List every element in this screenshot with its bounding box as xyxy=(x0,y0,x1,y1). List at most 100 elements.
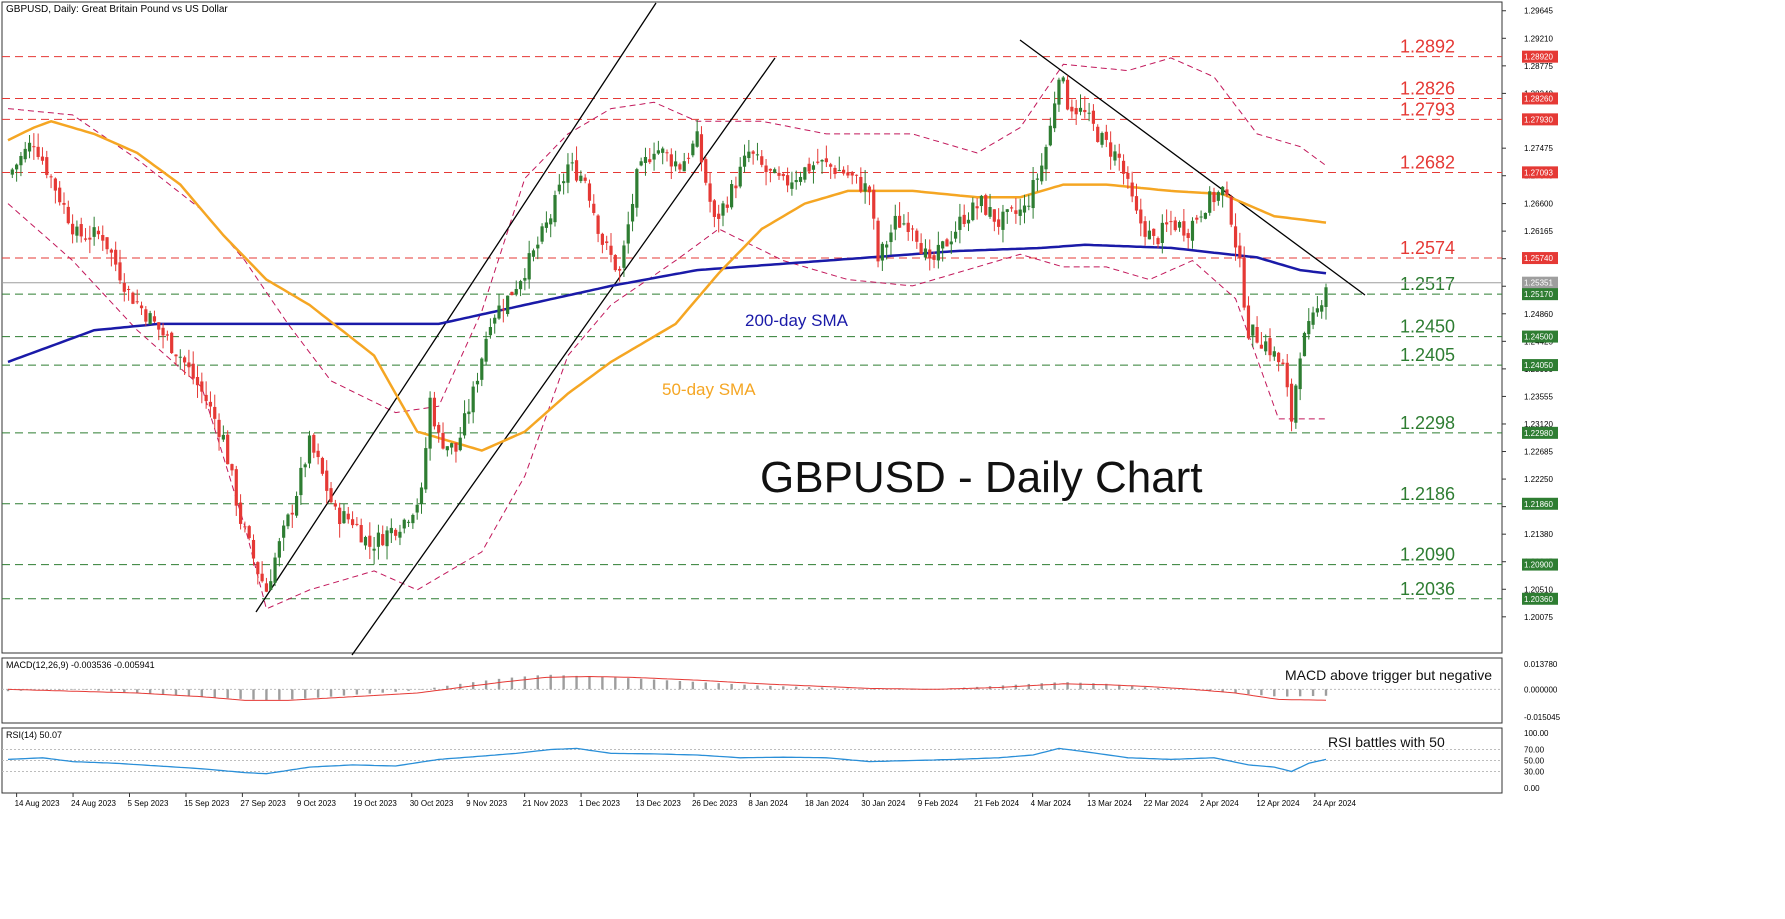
candle-body-down xyxy=(1225,189,1229,195)
candle-body-up xyxy=(1113,151,1117,161)
price-tag-box xyxy=(1522,92,1558,105)
candle-body-down xyxy=(53,178,57,191)
candle-body-down xyxy=(195,376,200,386)
macd-histogram-bar xyxy=(394,689,397,692)
candle-body-up xyxy=(307,435,312,464)
macd-histogram-bar xyxy=(1130,686,1134,690)
macd-histogram-bar xyxy=(174,689,178,696)
price-tags: 1.28920 1.28260 1.27930 1.27093 1.25740 1.253… xyxy=(1522,50,1558,605)
candle-body-down xyxy=(781,173,785,177)
candle-body-up xyxy=(1302,332,1307,357)
candle-body-down xyxy=(359,525,363,543)
candle-body-up xyxy=(570,162,574,164)
candle-body-down xyxy=(786,175,790,186)
sma50-line xyxy=(7,119,1327,452)
candle-body-up xyxy=(286,514,290,527)
chart-symbol-title: GBPUSD, Daily: Great Britain Pound vs US… xyxy=(6,4,228,15)
macd-histogram-bar xyxy=(756,685,759,690)
candle-body-down xyxy=(109,249,113,253)
candle-body-down xyxy=(932,255,936,260)
candle-body-down xyxy=(1285,362,1289,388)
chart-main-title: GBPUSD - Daily Chart xyxy=(760,453,1203,502)
candle-body-up xyxy=(837,170,841,172)
candle-body-up xyxy=(221,434,225,440)
candle-body-up xyxy=(1298,358,1302,390)
candle-body-down xyxy=(587,183,592,201)
candle-body-down xyxy=(152,316,157,322)
candle-body-down xyxy=(1009,207,1014,209)
candle-body-up xyxy=(1100,133,1104,145)
macd-histogram-bar xyxy=(303,689,307,699)
candle-body-up xyxy=(988,207,992,217)
candle-body-down xyxy=(144,309,148,322)
price-tag-label: 1.28260 xyxy=(1524,94,1553,103)
price-tag-box xyxy=(1522,113,1558,126)
candle-body-up xyxy=(458,437,462,451)
candle-body-down xyxy=(897,215,902,228)
candle-body-up xyxy=(1177,221,1182,228)
macd-tick-label: -0.015045 xyxy=(1524,713,1561,722)
macd-histogram-bar xyxy=(1298,689,1302,697)
candle-body-down xyxy=(346,513,350,520)
rsi-line xyxy=(7,747,1327,775)
candle-body-down xyxy=(1165,222,1169,225)
candle-body-up xyxy=(10,169,14,175)
macd-histogram-bar xyxy=(704,682,707,690)
candle-body-up xyxy=(755,154,760,156)
candle-body-up xyxy=(1307,321,1311,335)
candle-body-up xyxy=(820,160,824,162)
macd-histogram-bar xyxy=(911,689,914,690)
price-tag-label: 1.20360 xyxy=(1524,595,1553,604)
candle-body-down xyxy=(751,151,755,154)
candle-body-down xyxy=(1096,126,1100,142)
candle-body-up xyxy=(1264,341,1268,352)
candle-body-down xyxy=(247,526,251,539)
level-label-resistance: 1.2574 xyxy=(1400,238,1455,258)
candle-body-up xyxy=(1031,180,1035,209)
macd-histogram-bar xyxy=(484,680,488,690)
level-label-support: 1.2036 xyxy=(1400,579,1455,599)
candle-body-down xyxy=(1259,344,1263,349)
candle-body-down xyxy=(329,488,333,503)
date-axis: 14 Aug 2023 24 Aug 2023 5 Sep 2023 15 Sep 2… xyxy=(15,793,1357,808)
candle-body-up xyxy=(273,557,277,583)
candle-body-down xyxy=(454,442,458,452)
price-tag-box xyxy=(1522,592,1558,605)
date-tick-label: 21 Feb 2024 xyxy=(974,799,1019,808)
candle-body-down xyxy=(66,206,70,224)
moving-averages xyxy=(7,119,1327,452)
candle-body-up xyxy=(544,222,548,228)
macd-histogram-bar xyxy=(1286,689,1289,697)
macd-histogram-bar xyxy=(1311,689,1315,697)
candle-body-up xyxy=(695,131,699,147)
candlesticks xyxy=(10,75,1328,593)
date-tick-label: 8 Jan 2024 xyxy=(748,799,788,808)
rsi-tick-label: 30.00 xyxy=(1524,768,1545,777)
candle-body-up xyxy=(1311,312,1315,325)
macd-histogram-bar xyxy=(252,689,255,700)
trendlines xyxy=(255,2,1366,656)
candle-body-down xyxy=(49,176,53,178)
candle-body-down xyxy=(1281,362,1285,365)
price-tag-box xyxy=(1522,288,1558,301)
date-tick-label: 1 Dec 2023 xyxy=(579,799,620,808)
candle-body-up xyxy=(941,241,945,249)
candle-body-up xyxy=(880,243,884,261)
date-tick-label: 14 Aug 2023 xyxy=(15,799,60,808)
candle-body-down xyxy=(704,159,708,183)
macd-signal-line xyxy=(7,675,1327,701)
macd-histogram-bar xyxy=(717,683,720,690)
candle-body-up xyxy=(1324,287,1328,307)
candle-body-down xyxy=(906,222,910,232)
date-tick-label: 30 Oct 2023 xyxy=(410,799,454,808)
macd-histogram-bar xyxy=(1221,689,1224,693)
candle-body-up xyxy=(1044,146,1048,170)
macd-histogram-bar xyxy=(1053,682,1056,690)
rsi-tick-label: 70.00 xyxy=(1524,746,1545,755)
price-tick-label: 1.26600 xyxy=(1524,200,1553,209)
candle-body-down xyxy=(609,245,613,255)
candle-body-up xyxy=(923,248,928,258)
candle-body-down xyxy=(105,237,109,250)
candle-body-up xyxy=(1040,165,1044,182)
candle-body-up xyxy=(652,153,656,160)
